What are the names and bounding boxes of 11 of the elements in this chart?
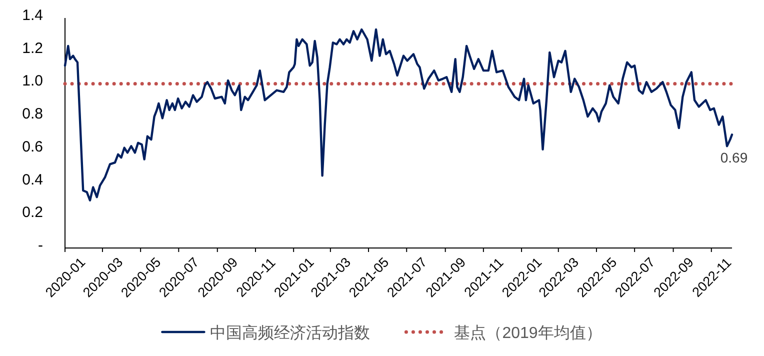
y-tick-label: 1.2	[22, 40, 43, 57]
y-tick-label: 0.2	[22, 204, 43, 222]
y-tick-label: 0.6	[22, 138, 43, 156]
y-tick-label: 0.4	[22, 171, 43, 188]
y-tick-label: 1.0	[22, 72, 43, 90]
legend-label: 基点（2019年均值）	[454, 324, 602, 342]
legend-label: 中国高频经济活动指数	[210, 324, 370, 342]
y-tick-label: -	[38, 237, 43, 254]
y-tick-label: 1.4	[22, 7, 43, 24]
annotation: 0.69	[720, 150, 748, 166]
y-tick-label: 0.8	[22, 106, 43, 123]
